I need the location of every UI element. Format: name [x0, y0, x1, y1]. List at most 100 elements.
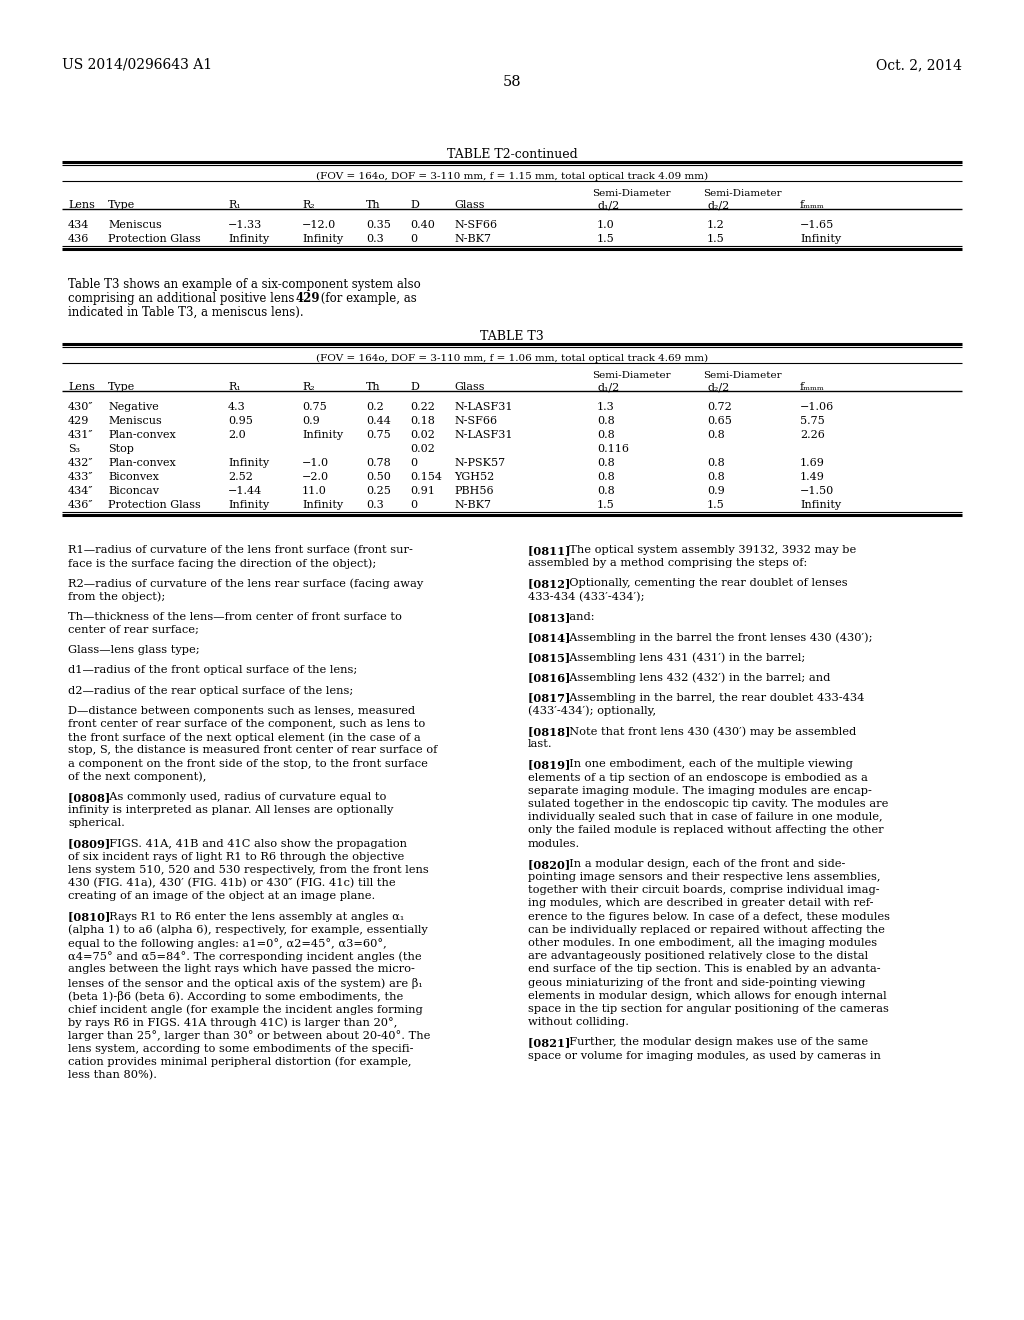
Text: 433″: 433″: [68, 473, 93, 482]
Text: 4.3: 4.3: [228, 403, 246, 412]
Text: individually sealed such that in case of failure in one module,: individually sealed such that in case of…: [528, 812, 883, 822]
Text: less than 80%).: less than 80%).: [68, 1071, 157, 1080]
Text: Infinity: Infinity: [302, 500, 343, 510]
Text: TABLE T3: TABLE T3: [480, 330, 544, 343]
Text: 430 (FIG. 41a), 430′ (FIG. 41b) or 430″ (FIG. 41c) till the: 430 (FIG. 41a), 430′ (FIG. 41b) or 430″ …: [68, 878, 395, 888]
Text: (alpha 1) to a6 (alpha 6), respectively, for example, essentially: (alpha 1) to a6 (alpha 6), respectively,…: [68, 925, 428, 936]
Text: 0: 0: [410, 458, 417, 469]
Text: Negative: Negative: [108, 403, 159, 412]
Text: Stop: Stop: [108, 444, 134, 454]
Text: 0.35: 0.35: [366, 220, 391, 230]
Text: α4=75° and α5=84°. The corresponding incident angles (the: α4=75° and α5=84°. The corresponding inc…: [68, 952, 422, 962]
Text: 0.75: 0.75: [302, 403, 327, 412]
Text: Infinity: Infinity: [800, 234, 841, 244]
Text: 0.02: 0.02: [410, 430, 435, 440]
Text: Semi-Diameter: Semi-Diameter: [703, 371, 781, 380]
Text: Further, the modular design makes use of the same: Further, the modular design makes use of…: [562, 1038, 868, 1047]
Text: 1.5: 1.5: [707, 234, 725, 244]
Text: Optionally, cementing the rear doublet of lenses: Optionally, cementing the rear doublet o…: [562, 578, 848, 589]
Text: 0.154: 0.154: [410, 473, 442, 482]
Text: The optical system assembly 39132, 3932 may be: The optical system assembly 39132, 3932 …: [562, 545, 856, 554]
Text: 0.02: 0.02: [410, 444, 435, 454]
Text: Th: Th: [366, 201, 381, 210]
Text: YGH52: YGH52: [454, 473, 495, 482]
Text: 436″: 436″: [68, 500, 93, 510]
Text: [0815]: [0815]: [528, 652, 574, 663]
Text: last.: last.: [528, 739, 553, 750]
Text: are advantageously positioned relatively close to the distal: are advantageously positioned relatively…: [528, 952, 868, 961]
Text: As commonly used, radius of curvature equal to: As commonly used, radius of curvature eq…: [102, 792, 386, 803]
Text: together with their circuit boards, comprise individual imag-: together with their circuit boards, comp…: [528, 886, 880, 895]
Text: end surface of the tip section. This is enabled by an advanta-: end surface of the tip section. This is …: [528, 965, 881, 974]
Text: 0.9: 0.9: [707, 486, 725, 496]
Text: 1.69: 1.69: [800, 458, 825, 469]
Text: 0: 0: [410, 234, 417, 244]
Text: 0: 0: [410, 500, 417, 510]
Text: Note that front lens 430 (430′) may be assembled: Note that front lens 430 (430′) may be a…: [562, 726, 856, 737]
Text: [0817]: [0817]: [528, 693, 574, 704]
Text: indicated in Table T3, a meniscus lens).: indicated in Table T3, a meniscus lens).: [68, 306, 304, 319]
Text: 1.3: 1.3: [597, 403, 614, 412]
Text: of six incident rays of light R1 to R6 through the objective: of six incident rays of light R1 to R6 t…: [68, 851, 404, 862]
Text: −1.50: −1.50: [800, 486, 835, 496]
Text: elements in modular design, which allows for enough internal: elements in modular design, which allows…: [528, 991, 887, 1001]
Text: −12.0: −12.0: [302, 220, 336, 230]
Text: [0809]: [0809]: [68, 838, 115, 850]
Text: angles between the light rays which have passed the micro-: angles between the light rays which have…: [68, 965, 415, 974]
Text: (433′-434′); optionally,: (433′-434′); optionally,: [528, 706, 656, 717]
Text: 2.26: 2.26: [800, 430, 825, 440]
Text: [0820]: [0820]: [528, 859, 574, 870]
Text: 0.78: 0.78: [366, 458, 391, 469]
Text: R1—radius of curvature of the lens front surface (front sur-: R1—radius of curvature of the lens front…: [68, 545, 413, 556]
Text: ing modules, which are described in greater detail with ref-: ing modules, which are described in grea…: [528, 899, 873, 908]
Text: 0.65: 0.65: [707, 416, 732, 426]
Text: [0812]: [0812]: [528, 578, 574, 590]
Text: center of rear surface;: center of rear surface;: [68, 624, 199, 635]
Text: TABLE T2-continued: TABLE T2-continued: [446, 148, 578, 161]
Text: 2.0: 2.0: [228, 430, 246, 440]
Text: 0.8: 0.8: [707, 430, 725, 440]
Text: −1.06: −1.06: [800, 403, 835, 412]
Text: −2.0: −2.0: [302, 473, 329, 482]
Text: front center of rear surface of the component, such as lens to: front center of rear surface of the comp…: [68, 719, 425, 729]
Text: Plan-convex: Plan-convex: [108, 458, 176, 469]
Text: Table T3 shows an example of a six-component system also: Table T3 shows an example of a six-compo…: [68, 279, 421, 290]
Text: lens system, according to some embodiments of the specifi-: lens system, according to some embodimen…: [68, 1044, 414, 1053]
Text: In a modular design, each of the front and side-: In a modular design, each of the front a…: [562, 859, 846, 869]
Text: [0808]: [0808]: [68, 792, 115, 803]
Text: FIGS. 41A, 41B and 41C also show the propagation: FIGS. 41A, 41B and 41C also show the pro…: [102, 838, 407, 849]
Text: R₂: R₂: [302, 201, 314, 210]
Text: Infinity: Infinity: [228, 458, 269, 469]
Text: D—distance between components such as lenses, measured: D—distance between components such as le…: [68, 706, 415, 715]
Text: space in the tip section for angular positioning of the cameras: space in the tip section for angular pos…: [528, 1005, 889, 1014]
Text: S₃: S₃: [68, 444, 80, 454]
Text: Infinity: Infinity: [800, 500, 841, 510]
Text: 0.8: 0.8: [597, 458, 614, 469]
Text: Th: Th: [366, 381, 381, 392]
Text: pointing image sensors and their respective lens assemblies,: pointing image sensors and their respect…: [528, 873, 881, 882]
Text: −1.65: −1.65: [800, 220, 835, 230]
Text: (beta 1)-β6 (beta 6). According to some embodiments, the: (beta 1)-β6 (beta 6). According to some …: [68, 991, 403, 1002]
Text: (FOV = 164o, DOF = 3-110 mm, f = 1.15 mm, total optical track 4.09 mm): (FOV = 164o, DOF = 3-110 mm, f = 1.15 mm…: [316, 172, 708, 181]
Text: 0.8: 0.8: [707, 458, 725, 469]
Text: d₁/2: d₁/2: [597, 201, 620, 210]
Text: 0.3: 0.3: [366, 500, 384, 510]
Text: 1.2: 1.2: [707, 220, 725, 230]
Text: PBH56: PBH56: [454, 486, 494, 496]
Text: separate imaging module. The imaging modules are encap-: separate imaging module. The imaging mod…: [528, 785, 871, 796]
Text: 0.3: 0.3: [366, 234, 384, 244]
Text: 0.25: 0.25: [366, 486, 391, 496]
Text: Semi-Diameter: Semi-Diameter: [703, 189, 781, 198]
Text: [0821]: [0821]: [528, 1038, 574, 1048]
Text: Meniscus: Meniscus: [108, 220, 162, 230]
Text: Semi-Diameter: Semi-Diameter: [592, 189, 671, 198]
Text: Lens: Lens: [68, 201, 95, 210]
Text: 1.49: 1.49: [800, 473, 825, 482]
Text: [0813]: [0813]: [528, 611, 574, 623]
Text: d₁/2: d₁/2: [597, 381, 620, 392]
Text: d₂/2: d₂/2: [707, 381, 729, 392]
Text: Assembling in the barrel, the rear doublet 433-434: Assembling in the barrel, the rear doubl…: [562, 693, 864, 702]
Text: Infinity: Infinity: [302, 234, 343, 244]
Text: 0.44: 0.44: [366, 416, 391, 426]
Text: 0.50: 0.50: [366, 473, 391, 482]
